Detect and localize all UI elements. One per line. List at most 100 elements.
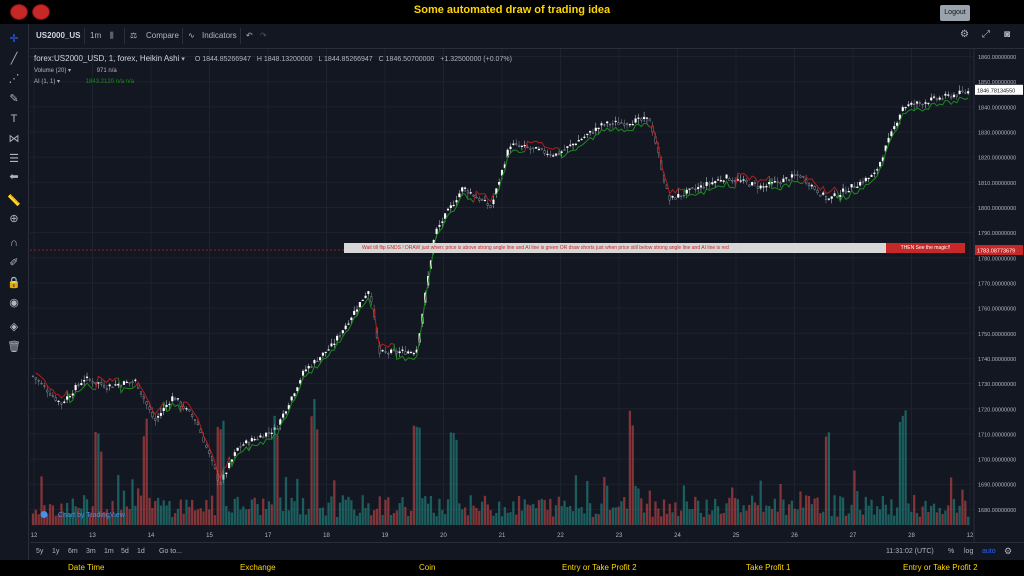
candle [162, 407, 165, 412]
camera-icon[interactable]: ◙ [1004, 29, 1011, 40]
price-chart[interactable]: 1680.00000000 1690.00000000 1700.00000000 1… [30, 49, 1024, 542]
candle [626, 123, 629, 125]
range-1d[interactable]: 1d [137, 548, 145, 555]
volume-bar [790, 500, 794, 525]
candle [731, 180, 734, 182]
brush-icon[interactable]: ✎ [9, 93, 19, 105]
symbol-search-button[interactable]: US2000_US [36, 31, 81, 40]
candle [623, 123, 626, 126]
candle [668, 195, 671, 201]
chart-toolbar: US2000_US 1m ⫼ ⚖ Compare ∿ Indicators ↶ … [30, 24, 1024, 49]
y-tick-label: 1830.00000000 [978, 131, 1016, 137]
candle [574, 143, 577, 145]
volume-bar [119, 509, 123, 525]
candle [191, 414, 194, 417]
range-5d[interactable]: 5d [121, 548, 129, 555]
volume-bar [915, 513, 919, 525]
candle [586, 133, 589, 136]
candle [46, 389, 49, 393]
x-tick-label: 13 [89, 533, 96, 539]
volume-bar [250, 499, 254, 525]
candle [577, 140, 580, 142]
pattern-icon[interactable]: ⋈ [8, 133, 20, 145]
candle [384, 351, 387, 353]
trendline-icon[interactable]: ╱ [10, 53, 18, 65]
candle [250, 438, 253, 442]
magnet-icon[interactable]: ∩ [10, 237, 18, 249]
legend-symbol[interactable]: forex:US2000_USD, 1, forex, Heikin Ashi [34, 54, 180, 63]
candle [788, 179, 791, 181]
volume-bar [739, 512, 742, 525]
volume-bar [372, 510, 376, 525]
candle [896, 122, 899, 126]
interval-button[interactable]: 1m [90, 31, 102, 40]
compare-icon[interactable]: ⚖ [130, 31, 138, 40]
trash-icon[interactable]: 🗑 [7, 341, 21, 353]
volume-bar [142, 436, 145, 525]
candle [108, 384, 111, 387]
volume-bar [227, 511, 231, 525]
volume-label[interactable]: Volume (20) [34, 68, 67, 74]
ai-line [134, 381, 165, 416]
current-price-tag [975, 84, 1023, 95]
volume-bar [867, 505, 870, 525]
goto-button[interactable]: Go to... [159, 548, 182, 555]
compare-button[interactable]: Compare [146, 31, 179, 40]
range-6m[interactable]: 6m [68, 548, 78, 555]
volume-bar [782, 499, 785, 525]
volume-bar [426, 503, 430, 525]
volume-bar [165, 505, 168, 525]
log-toggle[interactable]: log [964, 548, 974, 555]
text-icon[interactable]: T [10, 113, 18, 125]
indicators-button[interactable]: Indicators [202, 31, 237, 40]
range-5y[interactable]: 5y [36, 548, 44, 555]
volume-bar [446, 499, 450, 525]
y-tick-label: 1730.00000000 [978, 382, 1016, 388]
candle [131, 381, 134, 383]
zoom-in-icon[interactable]: ⊕ [9, 213, 19, 225]
indicators-icon[interactable]: ∿ [188, 31, 195, 40]
volume-bar [134, 505, 137, 525]
back-arrow-icon[interactable]: ⬅ [9, 171, 19, 183]
volume-bar [770, 509, 774, 525]
volume-bar [662, 499, 666, 525]
eye-icon[interactable]: ◉ [9, 297, 19, 309]
volume-bar [947, 505, 950, 525]
volume-bar [623, 497, 626, 525]
scale-settings-icon[interactable]: ⚙ [1004, 546, 1013, 556]
range-1y[interactable]: 1y [52, 548, 60, 555]
prediction-icon[interactable]: ☰ [9, 153, 19, 165]
candle [824, 196, 828, 201]
logout-button[interactable]: Logout [940, 5, 970, 21]
volume-bar [429, 495, 433, 525]
fib-icon[interactable]: ⋰ [8, 73, 20, 85]
range-1m[interactable]: 1m [104, 548, 114, 555]
candle [753, 182, 757, 184]
volume-bar [486, 504, 489, 525]
chart-style-icon[interactable]: ⫼ [110, 31, 114, 40]
candle [952, 94, 955, 98]
percent-toggle[interactable]: % [948, 548, 955, 555]
ruler-icon[interactable]: 📏 [7, 195, 21, 207]
undo-icon[interactable]: ↶ [246, 31, 253, 40]
candle [608, 123, 612, 126]
candle [560, 151, 563, 153]
redo-icon[interactable]: ↷ [260, 31, 267, 40]
candle [83, 380, 86, 382]
fullscreen-icon[interactable]: ⤢ [982, 29, 990, 40]
auto-toggle[interactable]: auto [982, 548, 996, 555]
candle [591, 132, 595, 134]
layers-icon[interactable]: ◈ [9, 321, 19, 333]
candle [853, 186, 856, 188]
stay-drawing-icon[interactable]: ✐ [9, 257, 19, 269]
range-3m[interactable]: 3m [86, 548, 96, 555]
lock-icon[interactable]: 🔒 [7, 277, 21, 289]
volume-bar [773, 498, 777, 525]
volume-bar [614, 507, 617, 525]
settings-gear-icon[interactable]: ⚙ [960, 29, 969, 40]
candle [353, 310, 356, 315]
volume-bar [475, 507, 478, 525]
ai-label[interactable]: AI (1, 1) [34, 79, 56, 85]
crosshair-icon[interactable]: ✛ [9, 33, 19, 45]
candle [742, 179, 745, 181]
